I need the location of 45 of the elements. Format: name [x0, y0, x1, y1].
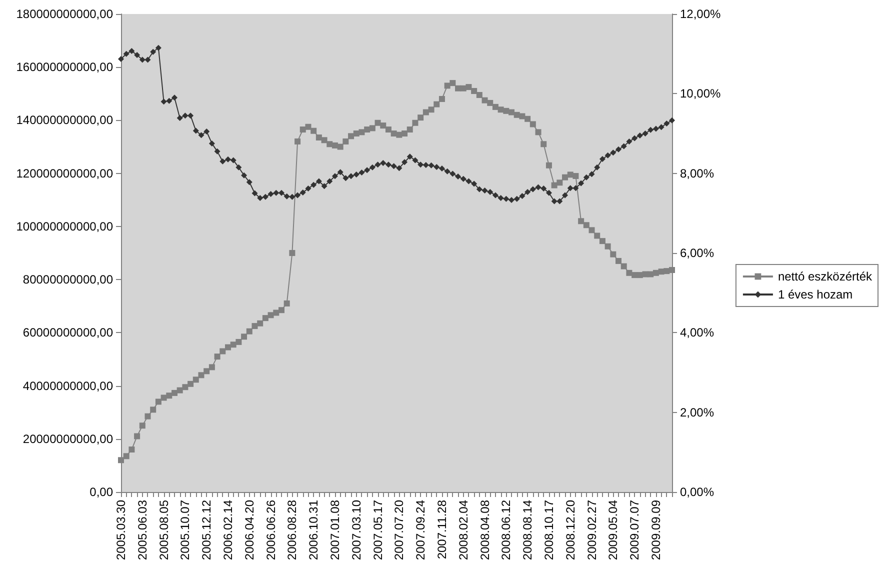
y-tick-label: 140000000000,00 [16, 113, 114, 128]
x-tick-label: 2008.12.20 [563, 500, 578, 560]
x-tick-label: 2007.05.17 [370, 500, 385, 560]
y-tick-label: 20000000000,00 [22, 432, 114, 446]
y2-tick-label: 0,00% [680, 485, 714, 499]
legend-label: 1 éves hozam [778, 288, 853, 302]
x-tick-label: 2007.09.24 [414, 500, 428, 560]
x-tick-label: 2009.07.07 [628, 500, 642, 560]
y2-tick-label: 2,00% [680, 405, 714, 420]
x-tick-label: 2006.10.31 [306, 500, 321, 560]
y-tick-label: 100000000000,00 [16, 219, 114, 234]
y2-tick-label: 8,00% [680, 166, 714, 180]
y-tick-label: 120000000000,00 [16, 166, 114, 180]
y2-tick-label: 12,00% [680, 7, 722, 21]
x-tick-label: 2007.11.28 [434, 500, 449, 560]
x-tick-label: 2007.01.08 [328, 500, 342, 560]
x-tick-label: 2005.12.12 [200, 500, 214, 560]
x-tick-label: 2009.09.09 [648, 500, 663, 560]
x-tick-label: 2009.05.04 [606, 500, 620, 560]
x-tick-label: 2006.04.20 [242, 500, 256, 560]
x-tick-label: 2005.10.07 [178, 500, 192, 560]
y-tick-label: 180000000000,00 [16, 7, 114, 21]
x-tick-label: 2006.08.28 [285, 500, 300, 560]
y-tick-label: 80000000000,00 [22, 272, 114, 287]
x-tick-label: 2009.02.27 [584, 500, 599, 560]
y-tick-label: 0,00 [90, 485, 114, 499]
y2-tick-label: 6,00% [680, 246, 714, 260]
y-tick-label: 60000000000,00 [22, 326, 114, 340]
x-tick-label: 2008.10.17 [542, 500, 556, 560]
x-tick-label: 2007.03.10 [349, 500, 364, 560]
x-tick-label: 2007.07.20 [392, 500, 406, 560]
x-tick-label: 2006.06.26 [264, 500, 278, 560]
x-tick-label: 2006.02.14 [220, 500, 235, 560]
x-tick-label: 2008.04.08 [478, 500, 492, 560]
x-tick-label: 2008.02.04 [456, 500, 470, 560]
x-tick-label: 2005.06.03 [135, 500, 150, 560]
y-tick-label: 40000000000,00 [22, 378, 114, 393]
y-tick-label: 160000000000,00 [16, 60, 114, 74]
x-tick-label: 2005.08.05 [156, 500, 171, 560]
y2-tick-label: 10,00% [680, 86, 722, 101]
y2-tick-label: 4,00% [680, 326, 714, 340]
x-tick-label: 2005.03.30 [114, 500, 128, 560]
legend-label: nettó eszközérték [778, 270, 873, 284]
x-tick-label: 2008.08.14 [520, 500, 535, 560]
x-tick-label: 2008.06.12 [499, 500, 514, 560]
